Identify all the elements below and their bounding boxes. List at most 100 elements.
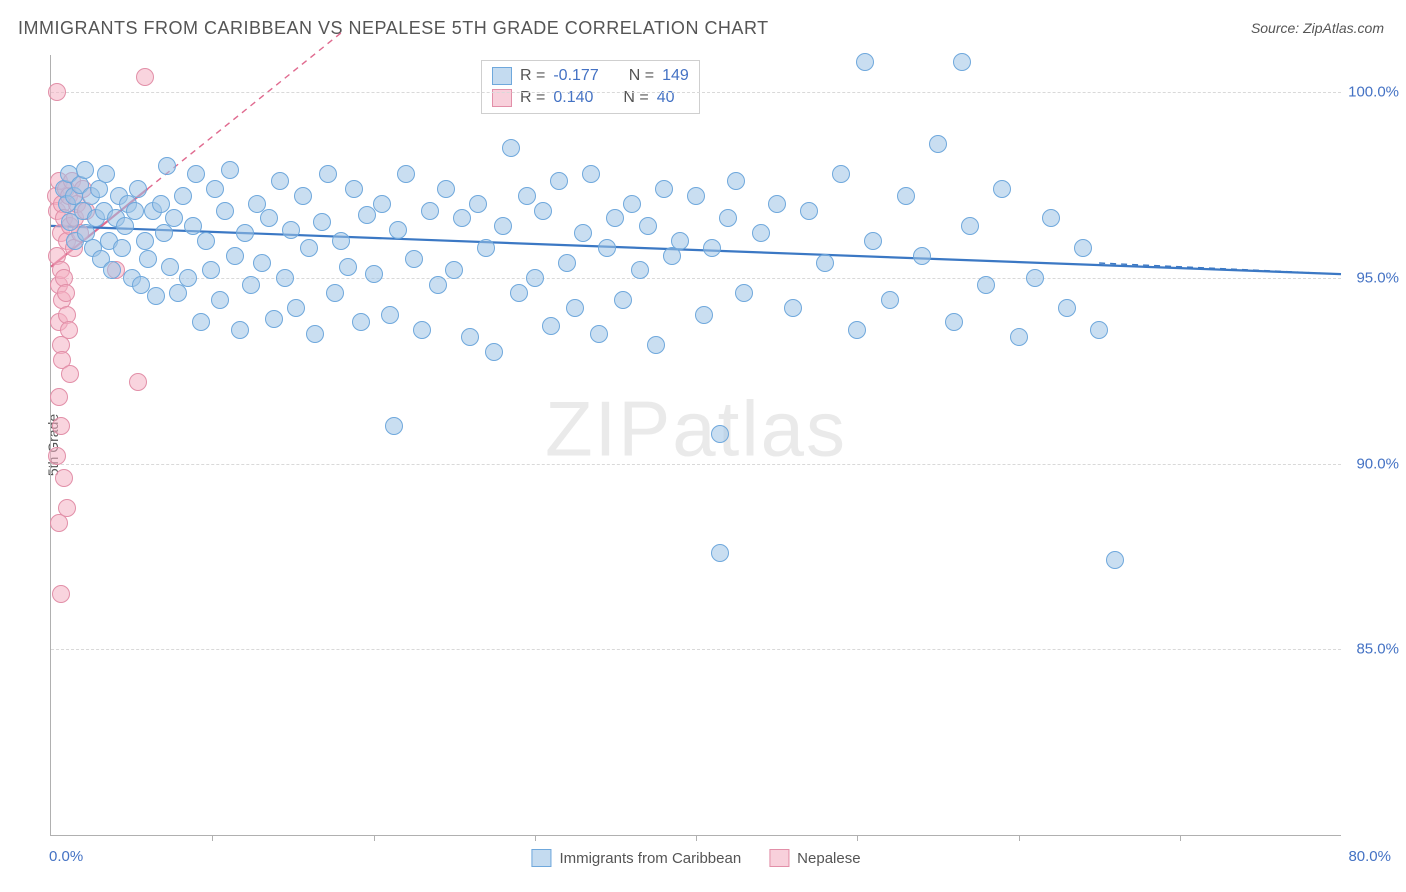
scatter-point-blue xyxy=(735,284,753,302)
scatter-point-blue xyxy=(113,239,131,257)
n-label: N = xyxy=(629,65,654,87)
scatter-point-blue xyxy=(313,213,331,231)
swatch-blue-icon xyxy=(531,849,551,867)
scatter-point-blue xyxy=(429,276,447,294)
scatter-point-blue xyxy=(97,165,115,183)
scatter-point-blue xyxy=(945,313,963,331)
scatter-point-blue xyxy=(719,209,737,227)
chart-container: 5th Grade ZIPatlas R = -0.177 N = 149 R … xyxy=(50,55,1390,835)
scatter-point-blue xyxy=(326,284,344,302)
scatter-point-blue xyxy=(397,165,415,183)
scatter-point-blue xyxy=(319,165,337,183)
scatter-point-blue xyxy=(197,232,215,250)
trend-line-dashed xyxy=(1099,263,1341,274)
scatter-point-blue xyxy=(226,247,244,265)
scatter-point-blue xyxy=(1042,209,1060,227)
scatter-point-blue xyxy=(152,195,170,213)
scatter-point-blue xyxy=(287,299,305,317)
scatter-point-blue xyxy=(647,336,665,354)
watermark-light: atlas xyxy=(672,385,847,473)
scatter-point-blue xyxy=(461,328,479,346)
stats-row-pink: R = 0.140 N = 40 xyxy=(492,87,689,109)
scatter-point-blue xyxy=(768,195,786,213)
x-tick xyxy=(535,835,536,841)
scatter-point-blue xyxy=(184,217,202,235)
scatter-point-blue xyxy=(1074,239,1092,257)
y-tick-label: 100.0% xyxy=(1348,84,1399,101)
scatter-point-blue xyxy=(206,180,224,198)
scatter-point-pink xyxy=(52,417,70,435)
scatter-point-blue xyxy=(158,157,176,175)
stats-legend: R = -0.177 N = 149 R = 0.140 N = 40 xyxy=(481,60,700,114)
scatter-point-blue xyxy=(202,261,220,279)
scatter-point-blue xyxy=(306,325,324,343)
scatter-point-blue xyxy=(265,310,283,328)
scatter-point-blue xyxy=(236,224,254,242)
scatter-point-blue xyxy=(211,291,229,309)
scatter-point-blue xyxy=(282,221,300,239)
y-tick-label: 90.0% xyxy=(1356,455,1399,472)
scatter-point-blue xyxy=(534,202,552,220)
gridline xyxy=(51,649,1341,650)
plot-area: ZIPatlas R = -0.177 N = 149 R = 0.140 N … xyxy=(50,55,1341,836)
n-value-pink: 40 xyxy=(657,87,675,109)
scatter-point-blue xyxy=(165,209,183,227)
x-tick xyxy=(1019,835,1020,841)
scatter-point-blue xyxy=(929,135,947,153)
gridline xyxy=(51,92,1341,93)
scatter-point-blue xyxy=(623,195,641,213)
scatter-point-blue xyxy=(1058,299,1076,317)
scatter-point-blue xyxy=(703,239,721,257)
scatter-point-blue xyxy=(332,232,350,250)
scatter-point-blue xyxy=(339,258,357,276)
scatter-point-pink xyxy=(57,284,75,302)
scatter-point-blue xyxy=(598,239,616,257)
scatter-point-blue xyxy=(639,217,657,235)
scatter-point-blue xyxy=(385,417,403,435)
scatter-point-pink xyxy=(129,373,147,391)
scatter-point-blue xyxy=(913,247,931,265)
n-label: N = xyxy=(623,87,648,109)
scatter-point-blue xyxy=(558,254,576,272)
x-tick xyxy=(1180,835,1181,841)
x-min-label: 0.0% xyxy=(49,848,83,865)
scatter-point-pink xyxy=(48,447,66,465)
scatter-point-blue xyxy=(526,269,544,287)
scatter-point-blue xyxy=(76,161,94,179)
scatter-point-blue xyxy=(614,291,632,309)
r-value-pink: 0.140 xyxy=(553,87,593,109)
swatch-blue-icon xyxy=(492,67,512,85)
scatter-point-blue xyxy=(294,187,312,205)
scatter-point-blue xyxy=(192,313,210,331)
y-tick-label: 85.0% xyxy=(1356,641,1399,658)
trend-lines xyxy=(51,55,1341,835)
source-label: Source: ZipAtlas.com xyxy=(1251,20,1384,36)
scatter-point-blue xyxy=(695,306,713,324)
legend-label-blue: Immigrants from Caribbean xyxy=(559,850,741,867)
legend-item-blue: Immigrants from Caribbean xyxy=(531,849,741,867)
scatter-point-pink xyxy=(61,365,79,383)
scatter-point-blue xyxy=(711,544,729,562)
scatter-point-blue xyxy=(800,202,818,220)
scatter-point-blue xyxy=(161,258,179,276)
r-label: R = xyxy=(520,65,545,87)
scatter-point-blue xyxy=(352,313,370,331)
series-legend: Immigrants from Caribbean Nepalese xyxy=(531,849,860,867)
scatter-point-blue xyxy=(477,239,495,257)
legend-item-pink: Nepalese xyxy=(769,849,860,867)
scatter-point-blue xyxy=(437,180,455,198)
scatter-point-blue xyxy=(518,187,536,205)
scatter-point-blue xyxy=(727,172,745,190)
scatter-point-blue xyxy=(221,161,239,179)
scatter-point-blue xyxy=(300,239,318,257)
scatter-point-blue xyxy=(276,269,294,287)
scatter-point-blue xyxy=(566,299,584,317)
scatter-point-blue xyxy=(373,195,391,213)
scatter-point-pink xyxy=(48,83,66,101)
scatter-point-blue xyxy=(542,317,560,335)
scatter-point-pink xyxy=(58,499,76,517)
scatter-point-blue xyxy=(485,343,503,361)
scatter-point-blue xyxy=(856,53,874,71)
scatter-point-blue xyxy=(752,224,770,242)
scatter-point-pink xyxy=(136,68,154,86)
